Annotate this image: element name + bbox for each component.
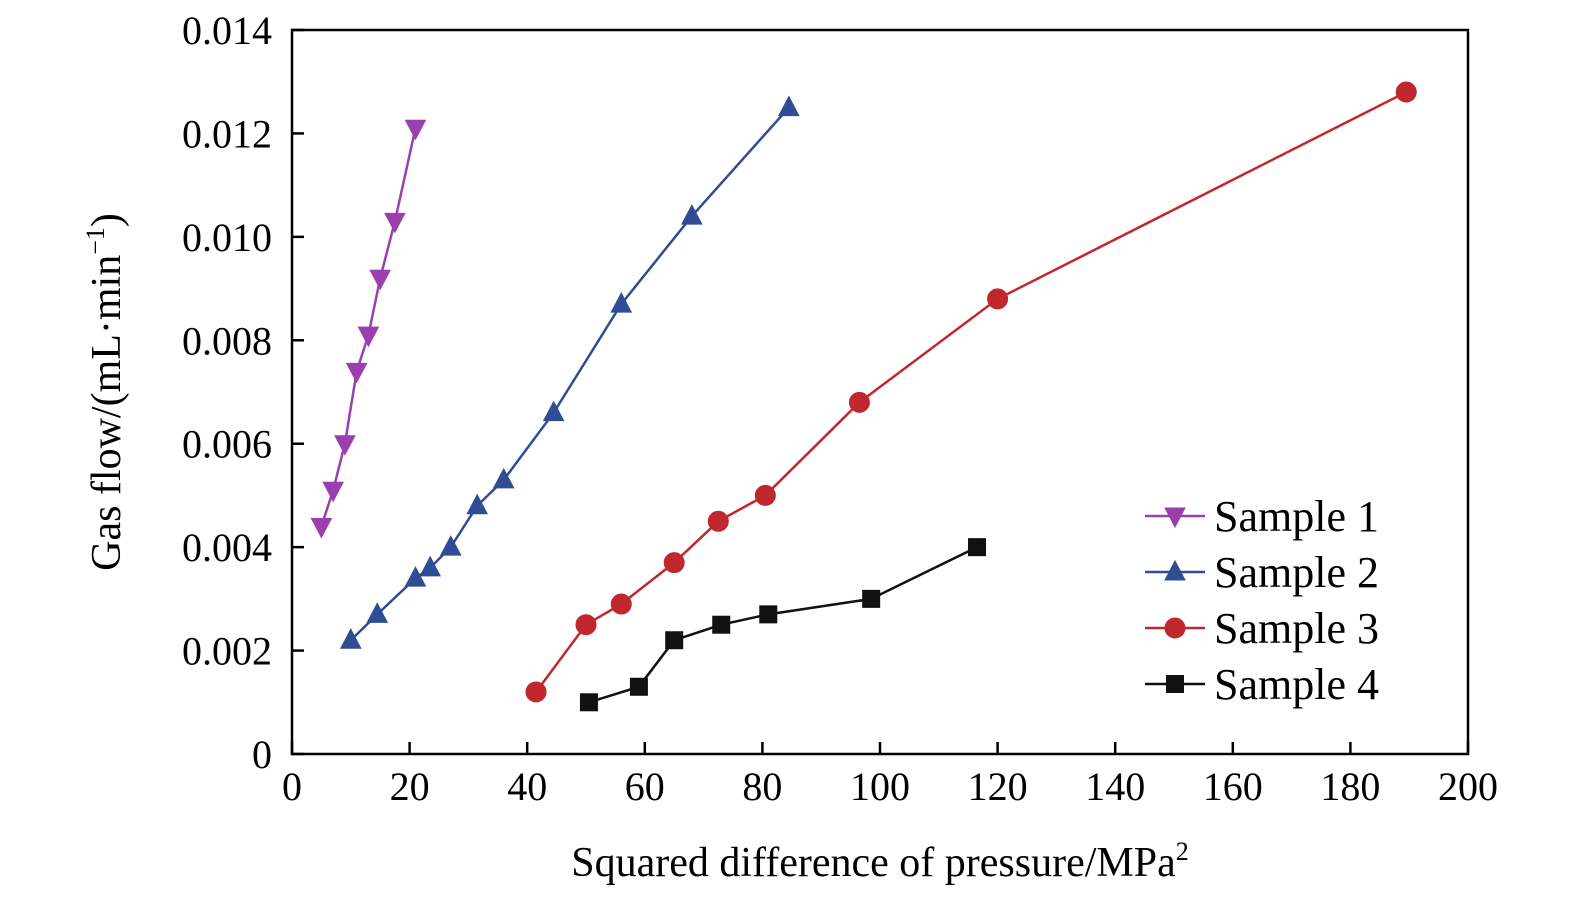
data-point bbox=[542, 400, 565, 422]
legend: Sample 1 Sample 2 Sample 3 Sample 4 bbox=[1145, 492, 1379, 709]
data-point bbox=[629, 677, 648, 696]
data-point bbox=[968, 538, 987, 557]
y-tick-label: 0.014 bbox=[182, 8, 272, 53]
legend-label: Sample 3 bbox=[1214, 604, 1379, 653]
y-axis-title: Gas flow/(mL·min−1) bbox=[81, 213, 130, 571]
y-tick-label: 0.004 bbox=[182, 525, 272, 570]
y-tick-label: 0.010 bbox=[182, 215, 272, 260]
data-point bbox=[663, 552, 685, 574]
data-point bbox=[369, 269, 392, 291]
x-tick-label: 180 bbox=[1320, 764, 1380, 809]
x-tick-label: 160 bbox=[1203, 764, 1263, 809]
legend-item: Sample 1 bbox=[1145, 492, 1379, 541]
y-axis: 0 0.002 0.004 0.006 0.008 0.010 0.012 0.014 bbox=[182, 8, 304, 777]
y-tick-label: 0 bbox=[252, 732, 272, 777]
data-point bbox=[610, 292, 633, 313]
legend-label: Sample 2 bbox=[1214, 548, 1379, 597]
data-point bbox=[712, 615, 731, 634]
legend-marker bbox=[1164, 617, 1186, 639]
data-point bbox=[339, 628, 362, 649]
x-axis-title: Squared difference of pressure/MPa2 bbox=[571, 837, 1189, 886]
data-point bbox=[439, 535, 462, 556]
x-tick-label: 100 bbox=[850, 764, 910, 809]
y-tick-label: 0.008 bbox=[182, 318, 272, 363]
data-point bbox=[579, 693, 598, 712]
data-point bbox=[404, 566, 427, 587]
data-point bbox=[404, 119, 427, 141]
series-line bbox=[349, 106, 790, 642]
data-point bbox=[466, 493, 489, 515]
data-point bbox=[384, 212, 406, 234]
data-point bbox=[707, 510, 729, 532]
legend-item: Sample 4 bbox=[1145, 660, 1379, 709]
x-tick-label: 120 bbox=[968, 764, 1028, 809]
y-tick-label: 0.006 bbox=[182, 422, 272, 467]
y-tick-label: 0.002 bbox=[182, 629, 272, 674]
data-point bbox=[987, 288, 1009, 310]
data-point bbox=[345, 362, 368, 384]
legend-marker bbox=[1166, 675, 1184, 693]
data-point bbox=[366, 602, 389, 623]
data-point bbox=[419, 555, 442, 577]
series-line bbox=[535, 90, 1407, 693]
data-point bbox=[610, 593, 632, 615]
series-2 bbox=[339, 95, 800, 649]
data-point bbox=[322, 481, 344, 503]
y-axis-title-superscript: −1 bbox=[81, 227, 110, 255]
data-point bbox=[848, 391, 870, 413]
x-tick-label: 60 bbox=[625, 764, 665, 809]
data-point bbox=[862, 589, 881, 608]
legend-item: Sample 3 bbox=[1145, 604, 1379, 653]
x-tick-label: 80 bbox=[742, 764, 782, 809]
x-tick-label: 200 bbox=[1438, 764, 1498, 809]
data-point bbox=[492, 467, 515, 489]
x-tick-label: 40 bbox=[507, 764, 547, 809]
data-point bbox=[334, 435, 356, 456]
data-point bbox=[575, 614, 597, 636]
y-tick-label: 0.012 bbox=[182, 111, 272, 156]
data-point bbox=[759, 605, 778, 624]
x-tick-label: 0 bbox=[282, 764, 302, 809]
series-layer bbox=[310, 81, 1417, 712]
series-1 bbox=[310, 119, 427, 539]
legend-label: Sample 1 bbox=[1214, 492, 1379, 541]
data-point bbox=[778, 95, 800, 117]
series-3 bbox=[525, 81, 1417, 703]
x-tick-label: 20 bbox=[390, 764, 430, 809]
legend-label: Sample 4 bbox=[1214, 660, 1379, 709]
legend-marker bbox=[1164, 559, 1186, 581]
data-point bbox=[665, 631, 684, 650]
data-point bbox=[754, 484, 776, 506]
data-point bbox=[310, 517, 333, 539]
legend-item: Sample 2 bbox=[1145, 548, 1379, 597]
x-axis-title-superscript: 2 bbox=[1176, 837, 1189, 866]
x-tick-label: 140 bbox=[1085, 764, 1145, 809]
legend-marker bbox=[1164, 507, 1186, 529]
data-point bbox=[681, 204, 703, 225]
series-4 bbox=[579, 538, 987, 712]
x-axis: 0 20 40 60 80 100 120 140 160 180 200 bbox=[282, 742, 1498, 809]
data-point bbox=[357, 326, 380, 348]
data-point bbox=[1395, 81, 1417, 103]
data-point bbox=[525, 681, 547, 703]
